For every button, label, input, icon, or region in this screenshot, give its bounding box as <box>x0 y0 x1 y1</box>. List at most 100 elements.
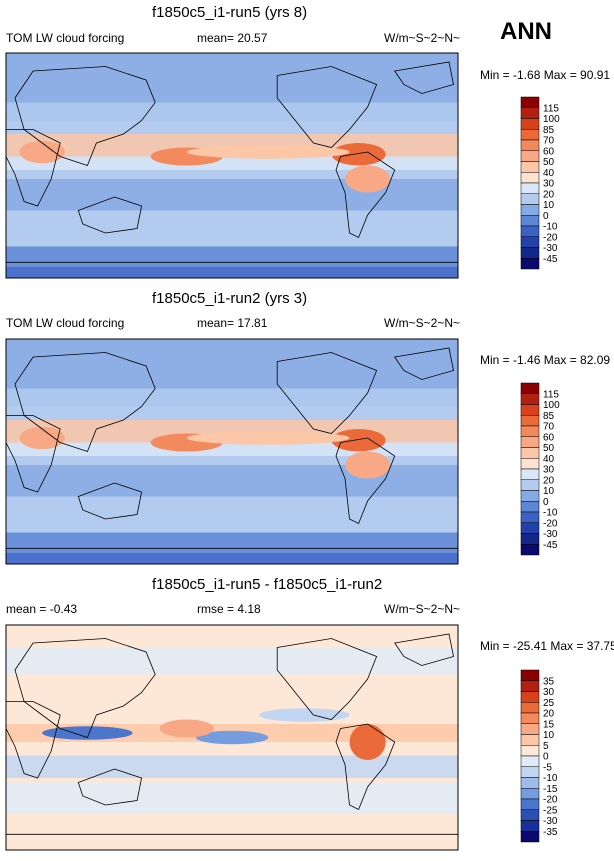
colorbar-swatch <box>520 501 540 513</box>
colorbar-swatch <box>520 404 540 416</box>
colorbar-swatch <box>520 161 540 173</box>
contour-band <box>6 246 458 267</box>
coastline <box>77 768 143 806</box>
colorbar-swatch <box>520 533 540 545</box>
panel-3-left-label: mean = -0.43 <box>6 602 78 616</box>
colorbar-tick-label: 15 <box>543 719 555 730</box>
colorbar-swatch <box>520 468 540 480</box>
coastline <box>6 261 458 278</box>
contour-band <box>6 496 458 533</box>
colorbar-swatch <box>520 544 540 556</box>
colorbar-swatch <box>520 447 540 459</box>
colorbar-swatch <box>520 193 540 205</box>
panel-1-left-label: TOM LW cloud forcing <box>6 31 125 45</box>
colorbar-tick-label: -5 <box>543 762 552 773</box>
contour-band <box>6 465 458 497</box>
contour-feature <box>195 730 269 745</box>
colorbar-tick-label: 20 <box>543 709 555 720</box>
contour-band <box>6 692 458 715</box>
colorbar-swatch <box>520 511 540 523</box>
colorbar-swatch <box>520 479 540 491</box>
colorbar-tick-label: -10 <box>543 222 558 233</box>
colorbar-tick-label: -20 <box>543 232 558 243</box>
colorbar-tick-label: 0 <box>543 497 549 508</box>
contour-band <box>6 647 458 675</box>
panel-1-minmax: Min = -1.68 Max = 90.91 <box>480 68 611 82</box>
colorbar-tick-label: 10 <box>543 486 555 497</box>
contour-feature <box>345 451 391 479</box>
coastline <box>335 723 396 811</box>
contour-band <box>6 53 458 71</box>
contour-band <box>6 823 458 850</box>
colorbar-tick-label: -35 <box>543 827 558 838</box>
contour-band <box>6 625 458 648</box>
map-panel-2 <box>5 338 459 565</box>
colorbar-tick-label: 85 <box>543 411 555 422</box>
colorbar-swatch <box>520 415 540 427</box>
contour-feature <box>19 140 65 164</box>
contour-feature <box>331 429 386 452</box>
map-frame <box>5 338 459 565</box>
colorbar-swatch <box>520 766 540 778</box>
coastline <box>276 638 378 720</box>
map-panel-1 <box>5 52 459 279</box>
colorbar-swatch <box>520 723 540 735</box>
colorbar-tick-label: -20 <box>543 795 558 806</box>
contour-feature <box>19 426 65 450</box>
contour-band <box>6 210 458 247</box>
panel-3-minmax: Min = -25.41 Max = 37.75 <box>480 639 614 653</box>
coastline <box>6 701 61 779</box>
colorbar-swatch <box>520 172 540 184</box>
colorbar-tick-label: 10 <box>543 200 555 211</box>
colorbar-tick-label: 40 <box>543 454 555 465</box>
colorbar-tick-label: 50 <box>543 157 555 168</box>
colorbar-tick-label: 115 <box>543 389 559 400</box>
contour-feature <box>331 143 386 166</box>
contour-feature <box>186 431 350 445</box>
colorbar-swatch <box>520 382 540 394</box>
colorbar-swatch <box>520 788 540 800</box>
panel-1-units: W/m~S~2~N~ <box>384 31 461 45</box>
colorbar-swatch <box>520 182 540 194</box>
colorbar-tick-label: 20 <box>543 475 555 486</box>
contour-band <box>6 782 458 814</box>
panel-2-minmax: Min = -1.46 Max = 82.09 <box>480 353 611 367</box>
colorbar-tick-label: 70 <box>543 422 555 433</box>
colorbar-tick-label: 25 <box>543 698 555 709</box>
colorbar-tick-label: 60 <box>543 146 555 157</box>
contour-band <box>6 388 458 416</box>
colorbar-swatch <box>520 831 540 843</box>
colorbar-tick-label: -25 <box>543 805 558 816</box>
colorbar-swatch <box>520 809 540 821</box>
colorbar-tick-label: 10 <box>543 730 555 741</box>
season-label: ANN <box>500 18 552 45</box>
panel-3-units: W/m~S~2~N~ <box>384 602 461 616</box>
colorbar-tick-label: 35 <box>543 676 555 687</box>
colorbar-swatch <box>520 755 540 767</box>
map-frame <box>5 52 459 279</box>
coastline <box>6 547 458 564</box>
panel-1-title: f1850c5_i1-run5 (yrs 8) <box>152 4 308 21</box>
colorbar-swatch <box>520 458 540 470</box>
colorbar-swatch <box>520 129 540 141</box>
colorbar-tick-label: -45 <box>543 254 558 265</box>
colorbar-swatch <box>520 734 540 746</box>
contour-band <box>6 755 458 778</box>
coastline <box>394 61 454 94</box>
colorbar-swatch <box>520 247 540 259</box>
colorbar-swatch <box>520 150 540 162</box>
colorbar-tick-label: -20 <box>543 518 558 529</box>
contour-band <box>6 156 458 170</box>
colorbar-tick-label: 0 <box>543 211 549 222</box>
colorbar-tick-label: 100 <box>543 400 560 411</box>
contour-band <box>6 552 458 564</box>
colorbar-tick-label: 0 <box>543 752 549 763</box>
coastline <box>335 151 396 239</box>
colorbar-swatch <box>520 215 540 227</box>
coastline <box>6 129 61 207</box>
contour-band <box>6 339 458 357</box>
colorbar-swatch <box>520 490 540 502</box>
coastline <box>77 196 143 234</box>
